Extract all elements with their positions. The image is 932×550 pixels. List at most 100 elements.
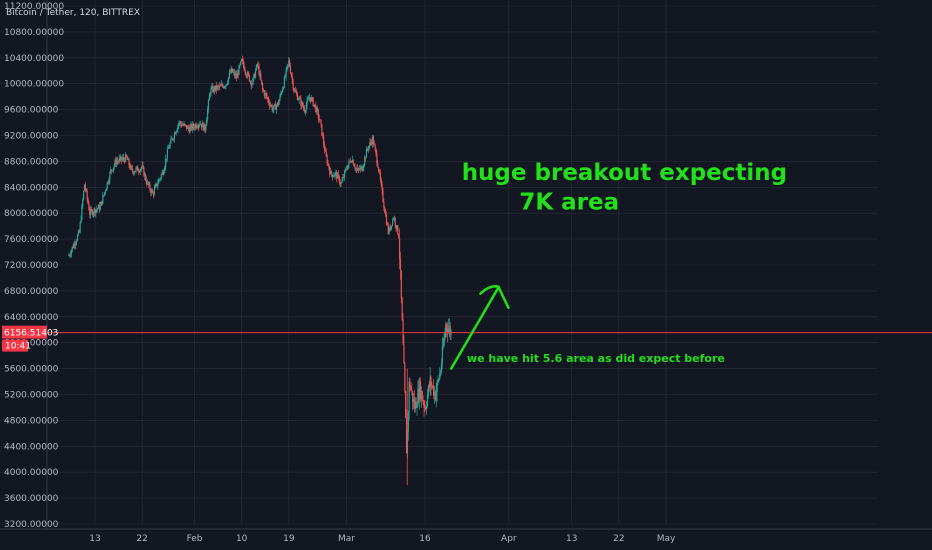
candle-body <box>166 148 169 159</box>
candle-body <box>442 345 444 347</box>
candle-body <box>372 136 374 145</box>
candle-body <box>177 125 179 130</box>
candle-body <box>146 181 148 184</box>
candle-body <box>265 93 267 96</box>
candle-body <box>245 72 247 76</box>
candle-body <box>96 209 98 211</box>
annotation-text: 7K area <box>519 189 619 215</box>
candle-body <box>220 84 223 86</box>
candle-body <box>323 136 325 145</box>
candle-body <box>79 222 81 233</box>
candle-body <box>86 190 88 199</box>
candle-body <box>295 92 298 94</box>
candle-body <box>173 133 176 139</box>
candle-body <box>97 204 100 209</box>
candle-body <box>260 73 262 80</box>
candle-body <box>120 156 122 161</box>
candle-body <box>91 210 93 215</box>
candle-body <box>359 167 361 170</box>
candle-body <box>73 243 75 248</box>
candle-body <box>69 255 71 257</box>
candle-body <box>303 108 306 112</box>
candle-body <box>205 125 207 131</box>
candle-body <box>393 218 395 220</box>
candle-body <box>107 182 109 183</box>
candle-body <box>292 79 294 89</box>
x-tick-label: Apr <box>501 534 517 544</box>
candle-body <box>145 180 148 184</box>
candle-body <box>349 160 351 162</box>
candle-body <box>131 165 133 169</box>
candle-body <box>147 181 149 186</box>
candle-body <box>321 124 323 136</box>
time-axis[interactable]: 13 22 Feb 10 19 Mar 16 Apr 13 22 May <box>89 534 676 544</box>
candle-body <box>153 188 155 195</box>
candle-body <box>180 123 182 126</box>
candle-body <box>394 218 396 226</box>
candle-body <box>282 88 284 93</box>
candle-body <box>343 177 345 178</box>
candle-body <box>425 408 427 410</box>
candle-body <box>150 190 152 194</box>
candle-body <box>82 199 84 206</box>
candle-body <box>290 73 292 77</box>
candle-body <box>380 179 382 185</box>
candle-body <box>230 67 232 74</box>
candle-body <box>387 224 389 234</box>
candle-body <box>139 169 141 173</box>
candle-body <box>221 84 224 87</box>
candle-body <box>433 385 435 396</box>
candle-body <box>275 105 278 110</box>
candle-body <box>291 76 293 80</box>
candle-body <box>163 171 165 175</box>
candle-body <box>350 160 352 163</box>
candle-body <box>215 85 217 90</box>
candle-body <box>194 124 196 129</box>
candle-body <box>202 123 204 131</box>
candle-body <box>343 170 346 178</box>
candle-body <box>156 183 158 187</box>
price-axis[interactable]: 11200.00000 10800.00000 10400.00000 10000.0… <box>4 2 64 530</box>
candle-body <box>416 406 418 408</box>
candle-body <box>426 406 428 409</box>
candle-body <box>365 149 368 158</box>
candle-body <box>448 325 450 329</box>
candle-body <box>193 126 196 129</box>
candle-body <box>436 381 438 393</box>
candle-body <box>223 86 225 88</box>
candle-body <box>429 376 431 388</box>
candle-body <box>382 190 384 202</box>
candle-body <box>117 161 120 162</box>
candle-body <box>94 208 96 214</box>
candle-body <box>409 381 411 389</box>
last-price-label: 6156.51403 <box>4 329 58 339</box>
candle-body <box>316 108 319 112</box>
candle-body <box>84 184 86 190</box>
candle-body <box>213 86 216 91</box>
candle-body <box>204 124 206 131</box>
candle-body <box>398 237 401 260</box>
candle-body <box>83 184 86 192</box>
candle-body <box>188 128 190 133</box>
candle-body <box>100 201 102 206</box>
candle-body <box>271 105 273 111</box>
candle-body <box>199 124 202 126</box>
candle-body <box>254 70 257 78</box>
candle-body <box>335 172 337 174</box>
candle-body <box>268 99 270 103</box>
candle-body <box>272 109 274 111</box>
candle-body <box>78 231 80 233</box>
candle-body <box>179 121 181 123</box>
candle-body <box>324 150 326 152</box>
candle-body <box>371 142 373 145</box>
candle-body <box>236 73 238 78</box>
candle-body <box>142 165 144 168</box>
candle-body <box>190 124 192 128</box>
candle-body <box>234 74 237 77</box>
candle-body <box>138 171 141 173</box>
candle-body <box>412 390 414 403</box>
candle-body <box>411 389 413 391</box>
candle-body <box>293 88 295 92</box>
